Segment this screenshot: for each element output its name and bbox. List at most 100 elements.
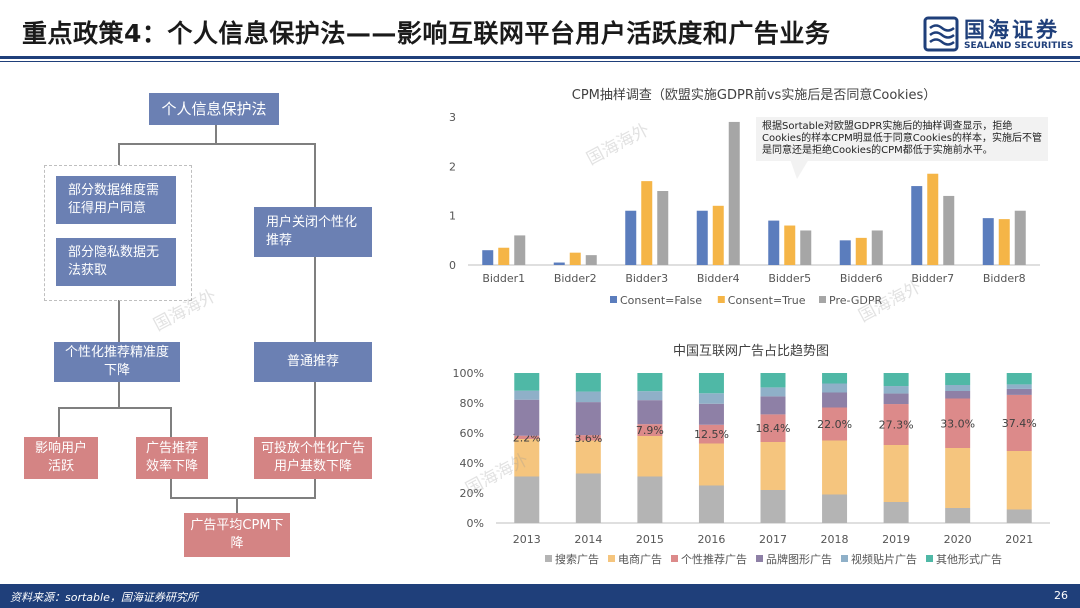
data-label: 12.5% (694, 428, 729, 441)
connector (236, 497, 238, 513)
bar (1014, 210, 1026, 265)
stacked-bar-segment (822, 383, 848, 393)
connector (314, 478, 316, 498)
stacked-bar-segment (883, 393, 909, 405)
x-tick-label: Bidder3 (625, 272, 668, 285)
stacked-bar-segment (945, 373, 971, 385)
connector (170, 478, 172, 498)
flow-node-privacy: 部分隐私数据无法获取 (56, 238, 176, 286)
stacked-bar-segment (514, 476, 540, 523)
flow-node-cpm: 广告平均CPM下降 (184, 513, 290, 557)
legend-label: Consent=False (620, 294, 702, 307)
stacked-bar-segment (1006, 451, 1032, 510)
y-tick-label: 60% (460, 427, 484, 440)
stacked-bar-segment (575, 402, 601, 436)
data-label: 37.4% (1002, 417, 1037, 430)
legend-label: Consent=True (728, 294, 806, 307)
stacked-bar-segment (637, 424, 663, 436)
stacked-bar-segment (883, 373, 909, 387)
stacked-bar-segment (1006, 394, 1032, 451)
x-tick-label: 2017 (759, 533, 787, 546)
x-tick-label: 2015 (636, 533, 664, 546)
flow-node-user-base: 可投放个性化广告用户基数下降 (254, 437, 372, 479)
chart-title: 中国互联网广告占比趋势图 (673, 343, 829, 359)
data-label: 7.9% (636, 424, 664, 437)
bar (569, 252, 581, 265)
bar (855, 237, 867, 265)
connector (118, 143, 120, 165)
stacked-bar-segment (760, 414, 786, 442)
legend-swatch (926, 555, 933, 562)
y-tick-label: 1 (449, 210, 456, 223)
flow-root-node: 个人信息保护法 (149, 93, 279, 125)
bar (927, 173, 939, 265)
bar (943, 195, 955, 265)
logo-text-en: SEALAND SECURITIES (964, 41, 1074, 51)
bar (553, 262, 565, 265)
legend-swatch (756, 555, 763, 562)
y-tick-label: 100% (453, 367, 484, 380)
y-tick-label: 2 (449, 160, 456, 173)
x-tick-label: Bidder1 (482, 272, 525, 285)
stacked-bar-segment (514, 435, 540, 439)
stacked-bar-segment (822, 440, 848, 495)
page-number: 26 (1054, 589, 1068, 602)
stacked-bar-segment (883, 445, 909, 502)
x-tick-label: Bidder6 (840, 272, 883, 285)
stacked-bar-segment (883, 404, 909, 445)
x-tick-label: 2016 (697, 533, 725, 546)
stacked-bar-segment (698, 373, 724, 394)
stacked-bar-segment (945, 391, 971, 399)
x-tick-label: Bidder4 (697, 272, 740, 285)
callout-tail (790, 159, 809, 179)
header-divider-thin (0, 61, 1080, 62)
connector (118, 300, 120, 342)
flow-node-precision: 个性化推荐精准度下降 (54, 342, 180, 382)
connector (170, 497, 316, 499)
flow-node-normal-rec: 普通推荐 (254, 342, 372, 382)
stacked-bar-segment (822, 392, 848, 408)
y-tick-label: 3 (449, 111, 456, 124)
stacked-bar-segment (822, 373, 848, 384)
stacked-bar-segment (698, 485, 724, 523)
stacked-bar-segment (698, 393, 724, 404)
stacked-bar-segment (760, 396, 786, 415)
legend-label: 搜索广告 (555, 552, 599, 566)
legend-label: 其他形式广告 (936, 553, 1002, 566)
connector (58, 407, 60, 437)
x-tick-label: 2021 (1005, 533, 1033, 546)
connector (215, 124, 217, 144)
x-tick-label: 2020 (944, 533, 972, 546)
connector (170, 407, 172, 437)
stacked-bar-segment (575, 373, 601, 392)
stacked-bar-segment (760, 442, 786, 490)
stacked-bar-segment (575, 473, 601, 523)
stacked-bar-segment (575, 391, 601, 403)
stacked-bar-segment (945, 508, 971, 523)
legend-swatch (545, 555, 552, 562)
bar (625, 210, 637, 265)
legend-swatch (841, 555, 848, 562)
stacked-bar-segment (698, 443, 724, 486)
legend-swatch (819, 296, 826, 303)
flow-node-opt-out: 用户关闭个性化推荐 (254, 207, 372, 257)
x-tick-label: 2013 (513, 533, 541, 546)
bar (728, 121, 740, 265)
connector (58, 407, 172, 409)
page-title: 重点政策4：个人信息保护法——影响互联网平台用户活跃度和广告业务 (22, 19, 831, 48)
stacked-bar-segment (1006, 388, 1032, 395)
sealand-logo: 国海证券 SEALAND SECURITIES (922, 14, 1074, 54)
stacked-bar-segment (1006, 384, 1032, 389)
stacked-bar-segment (575, 440, 601, 474)
y-tick-label: 20% (460, 487, 484, 500)
stacked-bar-segment (760, 387, 786, 397)
bar (800, 230, 812, 265)
bar (482, 250, 494, 265)
bar (768, 220, 780, 265)
y-tick-label: 0 (449, 259, 456, 272)
connector (118, 143, 316, 145)
chart-title: CPM抽样调查（欧盟实施GDPR前vs实施后是否同意Cookies） (572, 87, 936, 103)
stacked-bar-segment (514, 399, 540, 436)
logo-text-cn: 国海证券 (964, 18, 1060, 42)
